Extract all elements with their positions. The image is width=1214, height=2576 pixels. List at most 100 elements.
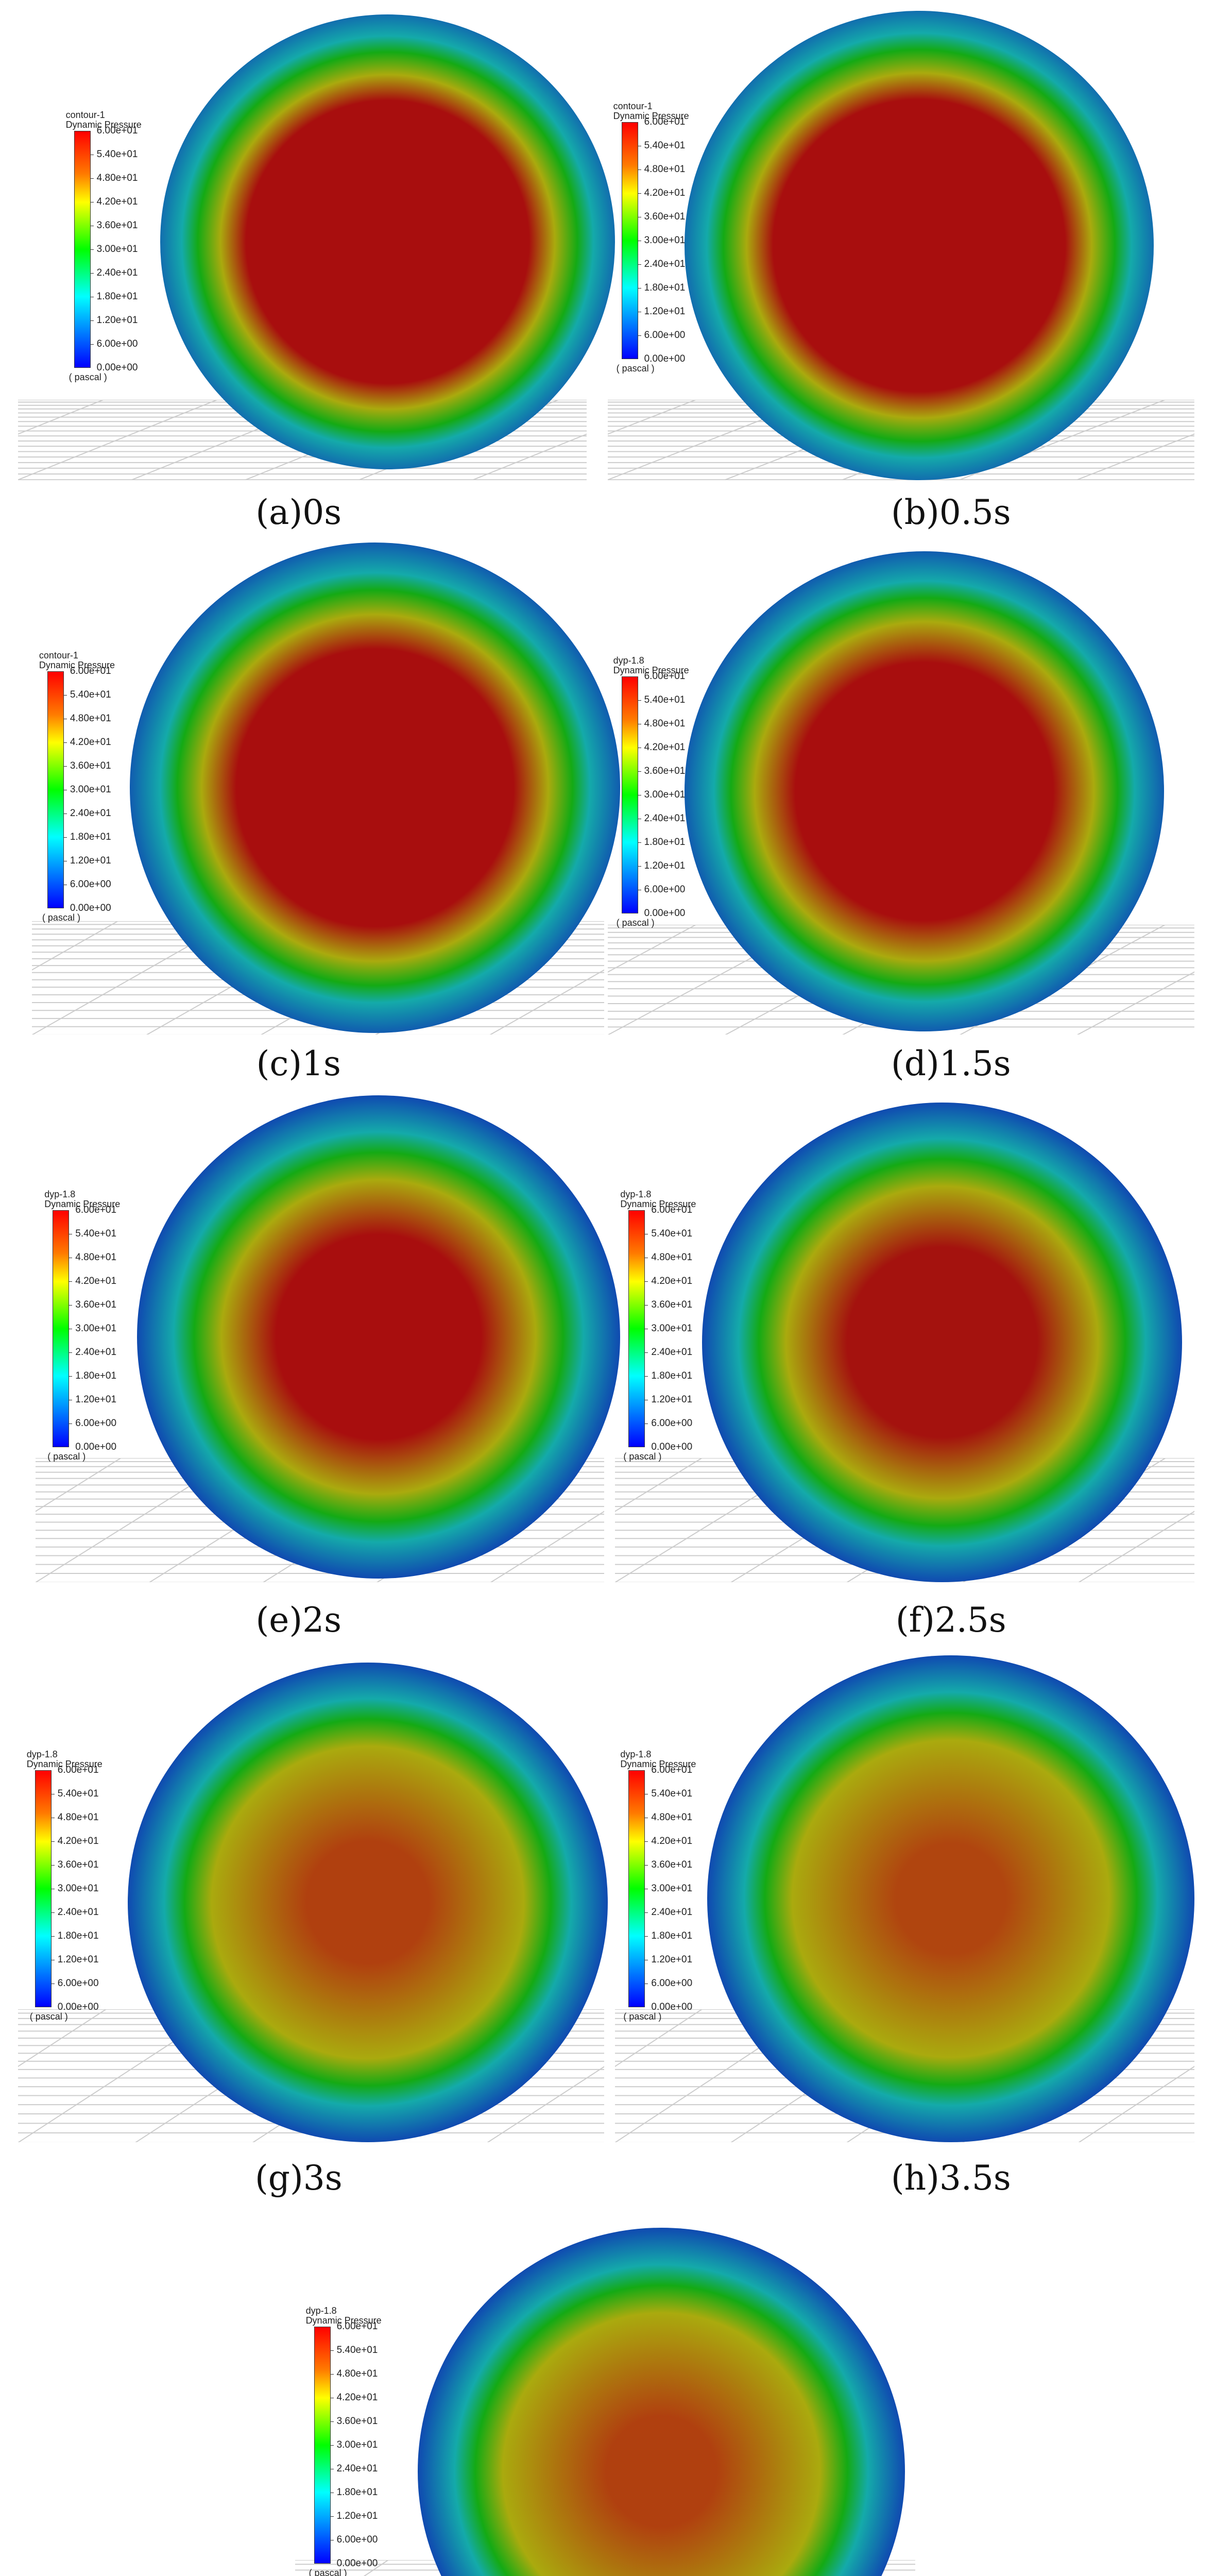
colorbar-tick-label: 3.00e+01 xyxy=(336,2439,378,2450)
colorbar-tick xyxy=(63,695,67,696)
colorbar-tick-label: 0.00e+00 xyxy=(644,908,686,919)
colorbar-tick-label: 5.40e+01 xyxy=(96,148,138,160)
legend-title: dyp-1.8 xyxy=(44,1189,76,1199)
colorbar-tick-label: 6.00e+00 xyxy=(57,1977,99,1989)
colorbar-tick-label: 3.00e+01 xyxy=(96,243,138,255)
colorbar-tick-label: 3.00e+01 xyxy=(57,1883,99,1894)
legend-title: dyp-1.8 xyxy=(26,1749,58,1759)
colorbar-tick-label: 6.00e+00 xyxy=(96,338,138,349)
colorbar-tick-label: 3.60e+01 xyxy=(651,1299,693,1310)
colorbar-tick-label: 4.20e+01 xyxy=(651,1835,693,1846)
colorbar-tick-label: 4.80e+01 xyxy=(57,1811,99,1823)
legend-quantity: Dynamic Pressure xyxy=(44,1198,121,1209)
colorbar-tick-label: 6.00e+00 xyxy=(651,1977,693,1989)
colorbar-tick xyxy=(90,344,94,345)
colorbar-tick-label: 2.40e+01 xyxy=(75,1346,117,1358)
colorbar-tick-label: 4.20e+01 xyxy=(644,742,686,753)
colorbar-tick-label: 1.80e+01 xyxy=(70,832,111,843)
colorbar-tick-label: 6.00e+01 xyxy=(57,1764,99,1775)
colorbar-tick-label: 6.00e+01 xyxy=(651,1204,693,1215)
colorbar-tick-label: 6.00e+01 xyxy=(96,125,138,136)
colorbar-tick-label: 4.80e+01 xyxy=(644,163,686,175)
colorbar-tick-label: 4.80e+01 xyxy=(651,1811,693,1823)
colorbar-tick xyxy=(69,1304,73,1306)
colorbar-tick xyxy=(638,771,641,772)
colorbar-tick-label: 1.80e+01 xyxy=(644,282,686,293)
colorbar-tick-label: 3.60e+01 xyxy=(75,1299,117,1310)
colorbar-tick xyxy=(638,700,641,701)
colorbar-tick xyxy=(330,2445,334,2446)
colorbar-tick xyxy=(645,1865,648,1866)
legend-unit: ( pascal ) xyxy=(47,1451,86,1462)
colorbar-tick-label: 4.80e+01 xyxy=(96,172,138,183)
colorbar-tick-label: 6.00e+01 xyxy=(336,2320,378,2332)
panel-caption: (d)1.5s xyxy=(891,1043,1011,1083)
colorbar-tick-label: 1.80e+01 xyxy=(75,1370,117,1381)
colorbar-tick xyxy=(51,1841,55,1842)
colorbar-tick-label: 3.60e+01 xyxy=(644,211,686,222)
legend-unit: ( pascal ) xyxy=(42,912,80,923)
colorbar xyxy=(74,130,91,368)
colorbar-tick-label: 4.80e+01 xyxy=(644,718,686,730)
colorbar-tick-label: 3.60e+01 xyxy=(336,2415,378,2427)
colorbar-tick-label: 6.00e+01 xyxy=(644,116,686,127)
colorbar-tick xyxy=(330,2350,334,2351)
colorbar-tick-label: 2.40e+01 xyxy=(651,1346,693,1358)
colorbar-legend: contour-1 Dynamic Pressure 6.00e+01 5.40e+0… xyxy=(66,110,251,399)
legend-quantity: Dynamic Pressure xyxy=(620,1758,696,1769)
colorbar-tick-label: 4.20e+01 xyxy=(70,737,111,748)
colorbar-tick xyxy=(51,1865,55,1866)
colorbar-tick xyxy=(63,837,67,838)
colorbar-tick-label: 5.40e+01 xyxy=(644,140,686,151)
colorbar-tick xyxy=(69,1376,73,1377)
colorbar-tick xyxy=(330,2374,334,2375)
colorbar-tick-label: 3.60e+01 xyxy=(57,1859,99,1870)
colorbar-tick xyxy=(330,2421,334,2422)
panel-caption: (f)2.5s xyxy=(895,1600,1006,1640)
colorbar-tick-label: 2.40e+01 xyxy=(644,813,686,824)
colorbar-tick-label: 4.20e+01 xyxy=(96,196,138,207)
colorbar-tick-label: 1.20e+01 xyxy=(57,1954,99,1965)
legend-title: contour-1 xyxy=(613,100,653,111)
colorbar-tick-label: 4.80e+01 xyxy=(651,1251,693,1263)
colorbar-tick-label: 3.00e+01 xyxy=(651,1883,693,1894)
colorbar-tick-label: 6.00e+00 xyxy=(75,1417,117,1429)
colorbar xyxy=(621,122,638,359)
pressure-contour-disk xyxy=(129,542,621,1033)
colorbar-tick-label: 1.80e+01 xyxy=(336,2486,378,2498)
colorbar-tick-label: 5.40e+01 xyxy=(70,689,111,701)
colorbar xyxy=(628,1770,645,2007)
legend-unit: ( pascal ) xyxy=(623,1451,662,1462)
colorbar-tick-label: 6.00e+00 xyxy=(644,329,686,341)
colorbar-tick-label: 1.20e+01 xyxy=(651,1954,693,1965)
legend-unit: ( pascal ) xyxy=(309,2567,347,2576)
colorbar-tick xyxy=(69,1281,73,1282)
panel-caption: (g)3s xyxy=(254,2158,343,2198)
colorbar-tick xyxy=(90,273,94,274)
colorbar-tick-label: 1.80e+01 xyxy=(57,1930,99,1941)
colorbar-tick-label: 3.00e+01 xyxy=(75,1323,117,1334)
panel-caption: (c)1s xyxy=(256,1043,341,1083)
colorbar-tick-label: 2.40e+01 xyxy=(96,267,138,278)
colorbar-tick-label: 3.60e+01 xyxy=(644,766,686,777)
colorbar-tick-label: 1.20e+01 xyxy=(651,1394,693,1405)
colorbar-tick-label: 2.40e+01 xyxy=(651,1906,693,1918)
colorbar-tick-label: 3.00e+01 xyxy=(651,1323,693,1334)
pressure-contour-disk xyxy=(684,10,1154,480)
legend-quantity: Dynamic Pressure xyxy=(613,110,689,121)
colorbar-tick-label: 2.40e+01 xyxy=(644,258,686,269)
colorbar-tick xyxy=(51,1936,55,1937)
colorbar-tick xyxy=(645,1352,648,1353)
legend-quantity: Dynamic Pressure xyxy=(620,1198,696,1209)
panel-caption: (e)2s xyxy=(255,1600,341,1640)
colorbar-tick-label: 5.40e+01 xyxy=(651,1788,693,1799)
legend-quantity: Dynamic Pressure xyxy=(39,660,115,671)
colorbar-tick xyxy=(638,335,641,336)
colorbar-tick-label: 1.80e+01 xyxy=(651,1370,693,1381)
colorbar-tick-label: 6.00e+00 xyxy=(336,2534,378,2545)
colorbar-tick xyxy=(638,287,641,289)
legend-unit: ( pascal ) xyxy=(623,2011,662,2022)
colorbar-legend: dyp-1.8 Dynamic Pressure 6.00e+01 5.40e+01 4… xyxy=(620,1189,806,1478)
colorbar-tick xyxy=(638,264,641,265)
colorbar-tick-label: 1.80e+01 xyxy=(96,291,138,302)
